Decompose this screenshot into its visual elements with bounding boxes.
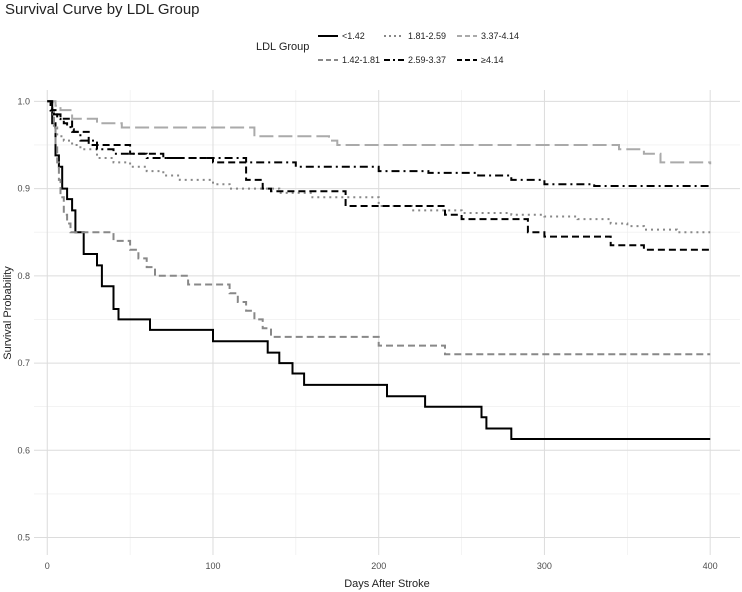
legend: LDL Group <1.42 1.42-1.81 1.81-2.59 2.59-3.… (256, 31, 519, 65)
legend-label-0: <1.42 (342, 31, 365, 41)
legend-label-5: ≥4.14 (481, 55, 503, 65)
x-tick-label: 300 (537, 561, 552, 571)
y-tick-label: 0.6 (17, 445, 30, 455)
x-axis-title: Days After Stroke (344, 578, 430, 590)
series-line-0 (47, 100, 711, 440)
series-line-3 (47, 100, 711, 187)
x-tick-label: 400 (703, 561, 718, 571)
x-tick-label: 100 (205, 561, 220, 571)
chart-title: Survival Curve by LDL Group (5, 1, 200, 18)
gridlines (34, 90, 740, 555)
series-line-1 (47, 100, 711, 356)
series-line-5 (47, 100, 711, 251)
legend-label-1: 1.42-1.81 (342, 55, 380, 65)
y-tick-label: 0.5 (17, 533, 30, 543)
series-line-2 (47, 100, 711, 234)
series-layer (47, 100, 712, 440)
x-tick-label: 0 (45, 561, 50, 571)
y-tick-label: 0.7 (17, 358, 30, 368)
y-axis-title: Survival Probability (2, 266, 14, 360)
legend-label-3: 2.59-3.37 (408, 55, 446, 65)
y-tick-label: 0.9 (17, 184, 30, 194)
axis-ticks: 0 100 200 300 400 0.5 0.6 0.7 0.8 0.9 1.0 (17, 96, 717, 571)
series-line-4 (47, 100, 712, 165)
y-tick-label: 1.0 (17, 96, 30, 106)
legend-label-2: 1.81-2.59 (408, 31, 446, 41)
y-tick-label: 0.8 (17, 271, 30, 281)
x-tick-label: 200 (371, 561, 386, 571)
legend-title: LDL Group (256, 41, 309, 53)
legend-label-4: 3.37-4.14 (481, 31, 519, 41)
